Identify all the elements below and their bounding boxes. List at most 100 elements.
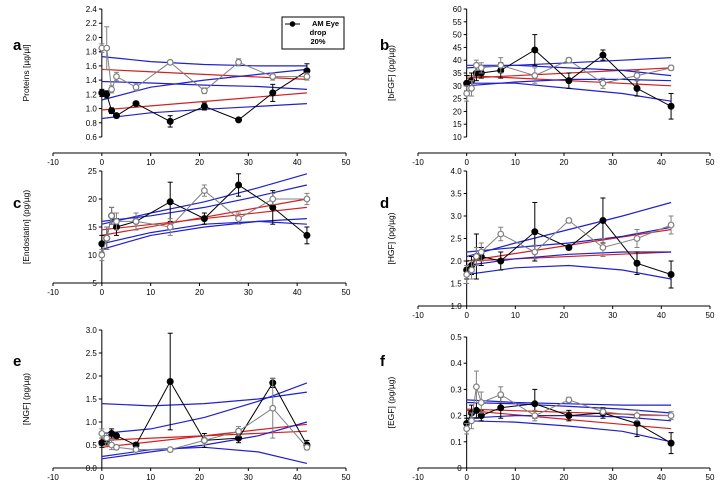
blue-fit-line-a — [101, 56, 307, 67]
blue-fit-line-c — [101, 218, 307, 250]
blue-fit-line-d — [466, 264, 672, 280]
data-point-filled-a — [235, 116, 243, 124]
data-point-open-d — [565, 217, 573, 224]
series-open-line-a — [101, 47, 307, 92]
data-point-open-a — [108, 85, 115, 93]
data-point-filled-b — [531, 46, 539, 54]
x-tick-label-a: 50 — [342, 158, 351, 167]
x-tick-label-b: 10 — [511, 158, 520, 167]
x-tick-label-f: -10 — [412, 473, 424, 482]
x-tick-label-b: 20 — [560, 158, 569, 167]
x-tick-label-d: 50 — [706, 311, 715, 320]
x-tick-label-f: 40 — [657, 473, 666, 482]
y-tick-label-d: 2.0 — [451, 257, 463, 266]
blue-fit-line-e — [101, 382, 308, 435]
x-tick-label-c: 30 — [244, 288, 253, 297]
y-tick-label-b: 60 — [453, 5, 462, 14]
x-tick-label-e: -10 — [47, 473, 59, 482]
y-tick-label-b: 30 — [453, 82, 462, 91]
y-tick-label-a: 1.6 — [86, 62, 98, 71]
y-tick-label-e: 1.5 — [86, 395, 98, 404]
x-tick-label-b: 40 — [657, 158, 666, 167]
data-point-open-c — [200, 187, 208, 195]
y-tick-label-f: 0.5 — [451, 333, 463, 342]
x-tick-label-e: 20 — [195, 473, 204, 482]
data-point-open-b — [599, 79, 607, 87]
x-tick-label-b: 50 — [706, 158, 715, 167]
data-point-open-e — [235, 427, 242, 435]
data-point-filled-a — [103, 90, 111, 98]
data-point-open-c — [113, 217, 120, 225]
y-axis-title-f: [EGF] (pg/µg) — [386, 377, 396, 429]
data-point-open-a — [113, 73, 120, 80]
data-point-open-e — [103, 434, 111, 442]
y-tick-label-b: 25 — [453, 95, 462, 104]
data-point-filled-a — [200, 102, 208, 110]
y-tick-label-b: 40 — [453, 56, 462, 65]
data-point-open-c — [108, 212, 115, 220]
y-tick-label-f: 0.2 — [451, 412, 463, 421]
y-tick-label-e: 3.0 — [86, 326, 98, 335]
data-point-filled-c — [235, 181, 243, 189]
y-tick-label-a: 2.4 — [86, 5, 98, 14]
x-tick-label-b: 0 — [464, 158, 469, 167]
y-tick-label-d: 3.0 — [451, 212, 463, 221]
x-tick-label-f: 20 — [560, 473, 569, 482]
y-tick-label-b: 20 — [453, 107, 462, 116]
data-point-open-c — [303, 195, 311, 203]
y-axis-title-a: Proteins [µg/µl] — [21, 44, 31, 101]
x-tick-label-c: 50 — [342, 288, 351, 297]
x-tick-label-c: 40 — [293, 288, 302, 297]
x-tick-label-e: 40 — [293, 473, 302, 482]
y-axis-title-b: [bFGF] (pg/µg) — [386, 45, 396, 101]
y-tick-label-c: 20 — [88, 195, 97, 204]
y-tick-label-c: 10 — [88, 251, 97, 260]
x-tick-label-f: 10 — [511, 473, 520, 482]
x-tick-label-e: 50 — [342, 473, 351, 482]
x-tick-label-e: 10 — [146, 473, 155, 482]
data-point-open-a — [235, 58, 242, 66]
y-axis-title-c: [Endostatin] (pg/µg) — [21, 190, 31, 265]
series-open-line-e — [101, 407, 308, 451]
y-tick-label-e: 1.0 — [86, 418, 98, 427]
data-point-filled-c — [166, 198, 174, 206]
data-point-open-d — [468, 266, 475, 274]
panel-letter-b: b — [380, 37, 389, 54]
data-point-open-a — [166, 58, 174, 66]
data-point-open-c — [269, 195, 277, 203]
data-point-filled-d — [633, 259, 641, 267]
data-point-open-f — [667, 412, 675, 420]
x-tick-label-f: 50 — [706, 473, 715, 482]
x-tick-label-f: 0 — [464, 473, 469, 482]
legend-label-line: AM Eye — [312, 19, 339, 28]
data-point-filled-b — [633, 84, 641, 92]
data-point-open-b — [633, 72, 641, 79]
data-point-open-c — [98, 251, 106, 259]
y-tick-label-d: 3.5 — [451, 190, 463, 199]
x-tick-label-c: 10 — [146, 288, 155, 297]
data-point-filled-f — [633, 419, 641, 427]
data-point-open-b — [477, 64, 485, 72]
data-point-open-f — [468, 417, 475, 425]
data-point-open-f — [477, 399, 485, 406]
legend-marker — [289, 21, 296, 27]
data-point-filled-a — [108, 107, 116, 115]
panel-letter-c: c — [13, 195, 21, 212]
data-point-filled-c — [303, 231, 311, 239]
y-tick-label-b: 15 — [453, 120, 462, 129]
x-tick-label-a: 40 — [293, 158, 302, 167]
y-tick-label-b: 10 — [453, 133, 462, 142]
data-point-open-b — [667, 64, 675, 72]
x-tick-label-e: 30 — [244, 473, 253, 482]
x-tick-label-a: 0 — [100, 158, 105, 167]
data-point-open-d — [473, 253, 480, 260]
series-open-line-b — [466, 59, 672, 94]
data-point-filled-a — [112, 112, 120, 120]
data-point-open-c — [166, 223, 174, 231]
y-tick-label-e: 2.0 — [86, 372, 98, 381]
data-point-filled-a — [132, 100, 140, 108]
data-point-open-b — [463, 90, 471, 97]
y-tick-label-a: 1.4 — [86, 76, 98, 85]
x-tick-label-e: 0 — [100, 473, 105, 482]
